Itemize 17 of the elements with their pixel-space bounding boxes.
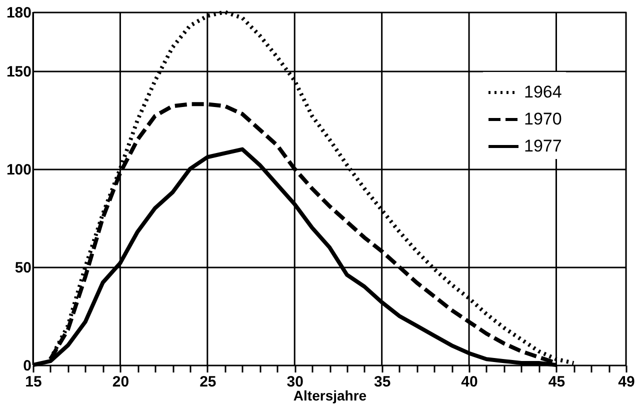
y-tick-label: 150 [6,63,32,80]
y-tick-label: 50 [14,259,32,276]
x-tick-label: 40 [461,374,478,390]
y-tick-label: 180 [6,4,32,22]
x-tick-label: 20 [112,374,130,390]
x-tick-label: 35 [374,374,391,390]
x-tick-label: 15 [25,374,42,390]
y-tick-label: 100 [6,161,32,178]
y-tick-label: 0 [23,358,32,374]
x-tick-label: 30 [286,374,304,390]
x-axis-title: Altersjahre [293,388,367,404]
x-tick-label: 49 [618,374,635,390]
legend-label: 1977 [524,136,562,156]
x-tick-label: 25 [200,374,216,390]
legend-label: 1964 [524,82,562,102]
legend-label: 1970 [524,110,562,128]
x-tick-label: 45 [548,374,566,390]
